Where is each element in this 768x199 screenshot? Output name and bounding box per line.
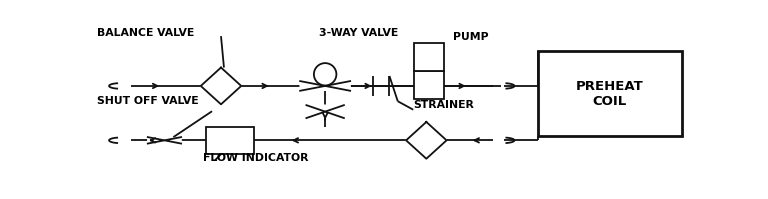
Polygon shape bbox=[306, 112, 344, 118]
Text: STRAINER: STRAINER bbox=[413, 100, 474, 110]
Bar bbox=[415, 43, 444, 71]
Polygon shape bbox=[300, 81, 325, 91]
Text: PREHEAT
COIL: PREHEAT COIL bbox=[576, 80, 644, 108]
Text: SHUT OFF VALVE: SHUT OFF VALVE bbox=[98, 96, 199, 106]
Text: BALANCE VALVE: BALANCE VALVE bbox=[98, 28, 194, 38]
Polygon shape bbox=[325, 81, 350, 91]
Bar bbox=[538, 52, 682, 136]
Bar bbox=[206, 127, 253, 154]
Text: PUMP: PUMP bbox=[453, 32, 488, 42]
Bar bbox=[415, 71, 444, 99]
Polygon shape bbox=[164, 137, 181, 143]
Polygon shape bbox=[406, 122, 446, 159]
Polygon shape bbox=[200, 67, 241, 104]
Polygon shape bbox=[306, 105, 344, 112]
Text: FLOW INDICATOR: FLOW INDICATOR bbox=[203, 153, 309, 163]
Text: 3-WAY VALVE: 3-WAY VALVE bbox=[319, 28, 399, 38]
Ellipse shape bbox=[314, 63, 336, 85]
Polygon shape bbox=[147, 137, 164, 143]
